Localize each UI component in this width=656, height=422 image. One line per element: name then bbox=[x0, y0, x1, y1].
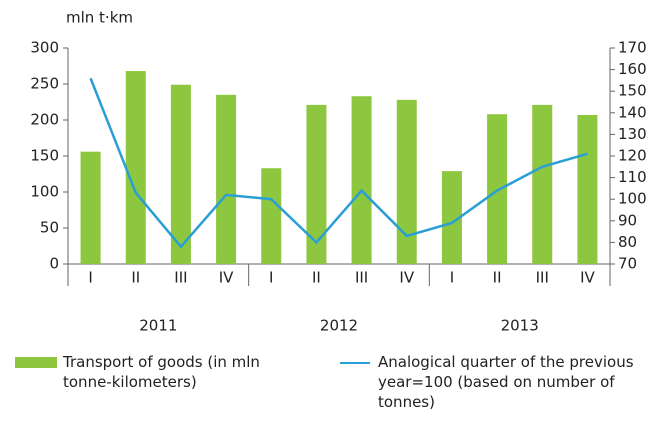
y2-tick-label: 160 bbox=[618, 60, 647, 78]
x-tick-label: IV bbox=[580, 269, 595, 287]
y2-tick-label: 140 bbox=[618, 103, 647, 121]
x-tick-label: IV bbox=[219, 269, 234, 287]
bar bbox=[351, 96, 372, 265]
y-tick-label: 250 bbox=[30, 75, 59, 93]
legend-label: Analogical quarter of the previous year=… bbox=[378, 353, 634, 411]
legend-swatch bbox=[15, 357, 57, 368]
y2-tick-label: 90 bbox=[618, 211, 637, 229]
y2-tick-label: 100 bbox=[618, 190, 647, 208]
group-label: 2011 bbox=[139, 317, 177, 335]
bar bbox=[306, 104, 327, 264]
legend-label: Transport of goods (in mln tonne-kilomet… bbox=[63, 353, 260, 391]
x-tick-label: I bbox=[88, 269, 92, 287]
y-tick-label: 50 bbox=[40, 219, 59, 237]
bar bbox=[577, 114, 598, 265]
x-tick-label: I bbox=[450, 269, 454, 287]
bar bbox=[80, 151, 101, 264]
y2-tick-label: 130 bbox=[618, 125, 647, 143]
bar bbox=[125, 71, 146, 264]
legend-swatch bbox=[340, 362, 370, 364]
group-label: 2013 bbox=[501, 317, 539, 335]
bar bbox=[261, 168, 282, 264]
y-axis-label: mln t·km bbox=[66, 9, 133, 27]
bar bbox=[441, 171, 462, 264]
x-tick-label: III bbox=[174, 269, 187, 287]
group-label: 2012 bbox=[320, 317, 358, 335]
y2-tick-label: 80 bbox=[618, 233, 637, 251]
x-tick-label: I bbox=[269, 269, 273, 287]
y2-tick-label: 70 bbox=[618, 255, 637, 273]
y-tick-label: 200 bbox=[30, 111, 59, 129]
x-tick-label: II bbox=[131, 269, 140, 287]
y-tick-label: 100 bbox=[30, 183, 59, 201]
x-tick-label: III bbox=[536, 269, 549, 287]
y2-tick-label: 150 bbox=[618, 82, 647, 100]
y2-tick-label: 170 bbox=[618, 39, 647, 57]
line bbox=[89, 77, 588, 249]
y-tick-label: 0 bbox=[49, 255, 59, 273]
x-tick-label: II bbox=[493, 269, 502, 287]
x-tick-label: III bbox=[355, 269, 368, 287]
x-tick-label: II bbox=[312, 269, 321, 287]
bar bbox=[216, 94, 237, 264]
y-tick-label: 150 bbox=[30, 147, 59, 165]
bar bbox=[396, 99, 417, 264]
y2-tick-label: 120 bbox=[618, 147, 647, 165]
x-tick-label: IV bbox=[399, 269, 414, 287]
bar bbox=[170, 84, 191, 264]
y-tick-label: 300 bbox=[30, 39, 59, 57]
bar bbox=[532, 104, 553, 264]
y2-tick-label: 110 bbox=[618, 168, 647, 186]
bar bbox=[487, 114, 508, 265]
